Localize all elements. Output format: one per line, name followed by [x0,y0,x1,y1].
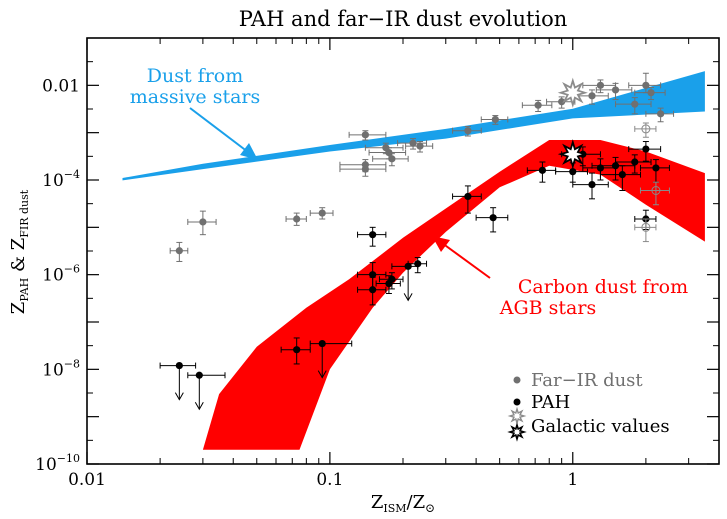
farir-point [464,127,472,135]
pah-upper-limit-arrow [194,401,204,411]
galactic-layer [557,77,588,170]
massive-stars-label-line2: massive stars [130,86,261,108]
pah-point [175,361,183,370]
pah-point [369,231,377,239]
pah-point [318,339,326,348]
legend-pah-marker [513,398,521,406]
pah-point [195,371,203,379]
agb-arrow [441,242,491,279]
legend-farir-marker [513,376,521,384]
y-tick-label: 10−8 [42,357,80,380]
ticks-layer: 0.01 0.1 1 10−10 10−8 10−6 10−4 0.01 [35,38,720,490]
open-point [641,222,651,232]
x-tick-label: 0.01 [68,470,106,490]
pah-upper-limit-arrow [174,392,184,401]
legend-farir-label: Far−IR dust [531,370,643,391]
farir-point [409,139,417,147]
y-tick-label: 10−6 [42,263,80,286]
galactic-star-farir [557,77,588,108]
pah-point [538,166,547,174]
farir-point [293,215,301,223]
farir-point [385,148,393,157]
farir-point [588,92,596,100]
pah-point [388,275,396,283]
pah-point [588,180,596,189]
farir-point [558,98,566,106]
points-layer [159,72,675,411]
pah-point [611,162,620,170]
legend-galactic-marker [507,406,527,442]
chart-title: PAH and far−IR dust evolution [239,7,568,31]
y-tick-label: 10−4 [42,168,80,191]
galactic-star-pah [557,139,588,170]
farir-point [361,165,369,173]
y-axis-label: ZPAH & ZFIR dust [8,189,31,314]
pah-point [489,214,497,222]
legend: Far−IR dust PAH Galactic values [507,370,670,442]
bands-layer [122,71,705,450]
farir-point [631,100,639,108]
x-tick-label: 1 [567,470,578,490]
farir-point [491,115,499,124]
open-point [641,124,651,134]
pah-point [369,286,377,294]
pah-point [293,346,301,354]
legend-star-gray [507,406,527,426]
farir-point [657,110,665,118]
open-point [651,186,661,196]
pah-point [618,171,626,179]
x-axis-label: ZISM/Z⊙ [371,492,435,515]
legend-galactic-label: Galactic values [531,416,670,437]
pah-point [464,192,472,201]
farir-point [596,81,605,89]
farir-point [199,218,207,226]
pah-point [569,168,577,176]
legend-star-black [507,422,527,442]
farir-point [642,81,650,89]
agb-arrowhead [432,236,450,252]
agb-label-line1: Carbon dust from [518,276,688,298]
x-tick-label: 0.1 [316,470,343,490]
pah-point [414,260,422,268]
farir-point [534,101,542,109]
farir-point [318,209,326,217]
farir-point [647,89,655,97]
farir-point [361,131,369,139]
massive-stars-arrow [189,107,249,153]
pah-upper-limit-arrow [403,293,413,302]
band-massive-stars [122,71,705,181]
farir-point [175,247,183,255]
pah-point [369,271,377,279]
massive-stars-label-line1: Dust from [147,65,243,87]
farir-point [388,155,396,163]
pah-point [652,164,660,172]
y-tick-label: 0.01 [42,76,80,96]
pah-point [631,158,639,166]
farir-point [416,142,424,150]
legend-pah-label: PAH [531,392,570,413]
massive-stars-arrowhead [240,143,258,160]
band-agb-stars [202,140,705,450]
pah-point [642,145,650,153]
farir-point [611,86,620,94]
pah-upper-limit-arrow [317,370,327,379]
agb-label-line2: AGB stars [499,297,596,319]
y-tick-label: 10−10 [35,452,80,475]
